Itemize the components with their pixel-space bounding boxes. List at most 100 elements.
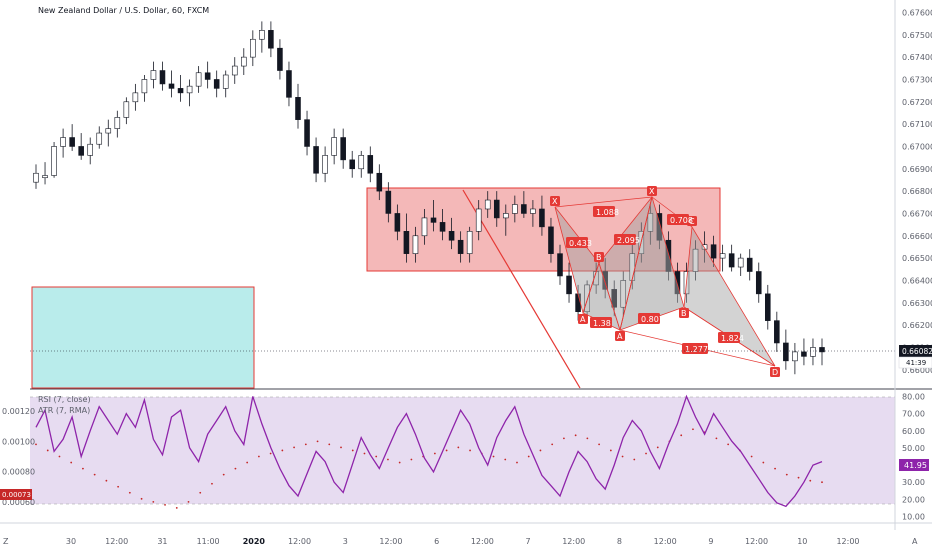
atr-point xyxy=(504,458,507,461)
ratio-badge xyxy=(566,237,588,248)
time-tick-label: 12:00 xyxy=(836,537,859,546)
candle-body xyxy=(159,70,166,85)
atr-point xyxy=(527,455,530,458)
candle-body xyxy=(349,159,355,170)
countdown-badge xyxy=(898,356,932,369)
time-axis-right-corner[interactable]: A xyxy=(912,537,918,546)
pattern-point-label: A xyxy=(617,332,623,341)
candle-body xyxy=(412,235,419,254)
pattern-point-label: C xyxy=(689,217,695,226)
support-zone[interactable] xyxy=(31,286,255,389)
rsi-tick-label: 10.00 xyxy=(902,513,925,522)
atr-point xyxy=(246,461,249,464)
atr-axis[interactable]: 0.00120 0.00100 0.00080 0.00060 xyxy=(2,407,35,507)
atr-point xyxy=(785,473,788,476)
time-axis[interactable]: 30 12:00 31 11:00 2020 12:00 3 12:00 6 12:00 7 12:0… xyxy=(66,537,860,546)
candle-body xyxy=(177,88,184,94)
pattern-point-badge xyxy=(647,186,657,196)
candle-body xyxy=(521,204,527,214)
pattern-point-label: X xyxy=(649,187,655,196)
pattern-point-label: X xyxy=(552,197,558,206)
atr-point xyxy=(821,481,823,484)
time-axis-left-corner[interactable]: Z xyxy=(3,537,9,546)
candle-body xyxy=(512,204,518,214)
time-tick-label: 12:00 xyxy=(654,537,677,546)
atr-point xyxy=(316,440,319,443)
candle-body xyxy=(231,65,238,76)
atr-tick-label: 0.00080 xyxy=(2,468,35,477)
atr-point xyxy=(351,449,354,452)
candle-body xyxy=(69,137,75,147)
atr-point xyxy=(398,461,401,464)
ratio-label: 0.708 xyxy=(670,216,693,225)
candle-body xyxy=(783,342,789,362)
atr-point xyxy=(457,446,460,449)
time-tick-label: 31 xyxy=(157,537,167,546)
pattern-point-label: D xyxy=(772,368,778,377)
candle-body xyxy=(123,101,130,118)
candle-body xyxy=(557,253,563,277)
candle-body xyxy=(484,199,491,210)
atr-point xyxy=(598,443,601,446)
ratio-label: 1.277 xyxy=(685,345,708,354)
candle-body xyxy=(385,190,392,214)
rsi-current-badge xyxy=(899,459,929,471)
atr-tick-label: 0.00100 xyxy=(2,437,35,446)
candle-body xyxy=(313,146,319,174)
time-tick-label: 12:00 xyxy=(745,537,768,546)
price-tick-label: 0.67200 xyxy=(902,98,932,107)
candle-body xyxy=(376,172,383,192)
atr-point xyxy=(656,446,659,449)
candle-body xyxy=(792,351,798,362)
atr-legend[interactable]: ATR (7, RMA) xyxy=(38,406,90,415)
candle-body xyxy=(195,72,202,87)
pattern-ratio-line xyxy=(582,262,600,314)
atr-point xyxy=(445,449,448,452)
trend-line[interactable] xyxy=(462,189,581,389)
ratio-badge xyxy=(638,313,660,324)
candle-body xyxy=(719,253,726,259)
candle-body xyxy=(475,208,482,232)
rsi-tick-label: 30.00 xyxy=(902,478,925,487)
atr-point xyxy=(797,476,800,479)
rsi-legend[interactable]: RSI (7, close) xyxy=(38,395,91,404)
countdown-label: 41:39 xyxy=(906,359,926,367)
candle-body xyxy=(250,38,256,58)
atr-point xyxy=(433,452,436,455)
atr-point xyxy=(140,497,143,500)
atr-current-label: 0.00073 xyxy=(2,491,31,499)
harmonic-pattern[interactable]: X A B A X B C D 1.088 0.433 2.095 0.708 1.38 0.807 1.8… xyxy=(550,186,780,377)
candle-body xyxy=(611,289,617,308)
current-price-label: 0.66082 xyxy=(902,347,932,356)
time-tick-label: 8 xyxy=(617,537,622,546)
time-tick-label: 12:00 xyxy=(105,537,128,546)
atr-point xyxy=(715,437,718,440)
candle-body xyxy=(448,231,455,241)
ratio-label: 0.807 xyxy=(641,315,664,324)
candle-body xyxy=(728,253,735,268)
atr-point xyxy=(70,461,73,464)
atr-point xyxy=(269,452,272,455)
candle-body xyxy=(493,199,500,219)
candle-body xyxy=(539,208,545,228)
time-tick-label: 9 xyxy=(708,537,713,546)
ratio-label: 1.088 xyxy=(596,208,619,217)
candle-body xyxy=(241,56,247,67)
candle-body xyxy=(213,79,220,89)
time-tick-label: 12:00 xyxy=(288,537,311,546)
price-tick-label: 0.67100 xyxy=(902,120,932,129)
time-tick-label: 7 xyxy=(526,537,531,546)
rsi-tick-label: 50.00 xyxy=(902,444,925,453)
candle-body xyxy=(222,74,229,89)
time-tick-label: 11:00 xyxy=(197,537,220,546)
candle-body xyxy=(801,351,807,357)
atr-tick-label: 0.00060 xyxy=(2,498,35,507)
candle-body xyxy=(204,72,211,80)
candle-body xyxy=(530,208,536,214)
ratio-label: 1.824 xyxy=(721,334,744,343)
ratio-badge xyxy=(593,206,615,217)
candle-body xyxy=(268,30,274,49)
price-axis[interactable]: 0.67600 0.67500 0.67400 0.67300 0.67200 0.671… xyxy=(902,8,932,374)
